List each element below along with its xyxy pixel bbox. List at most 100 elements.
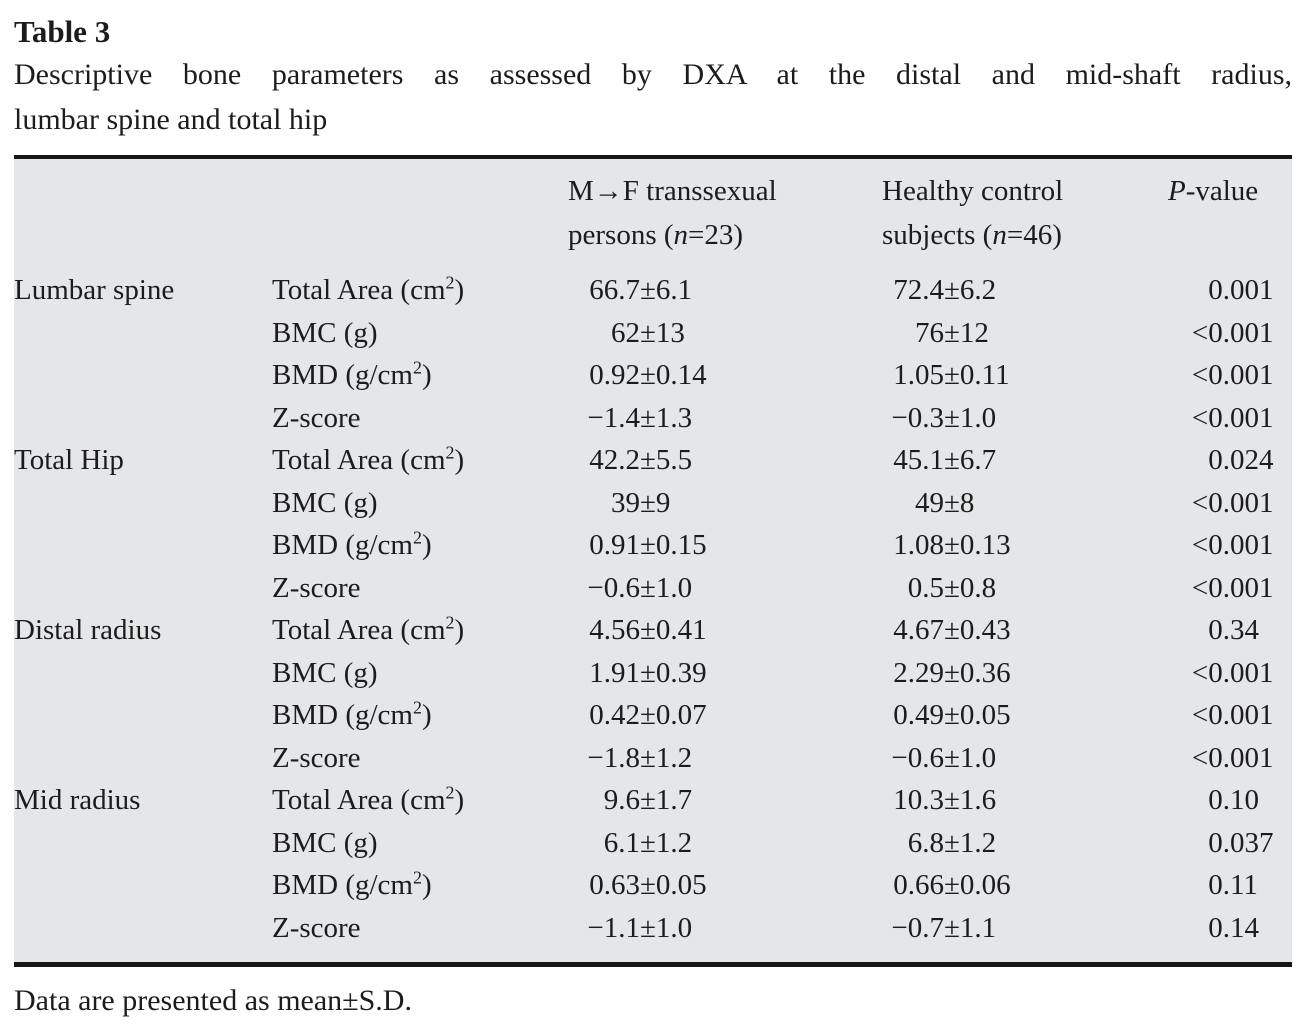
header-site-empty — [14, 159, 272, 269]
site-label — [14, 737, 272, 780]
mtf-value: 4.56 ±0.41 — [589, 614, 707, 646]
table-row: BMC (g) 39 ±9 49 ±8 <0. 001 — [14, 482, 1292, 525]
header-mtf-line2-pre: persons ( — [568, 219, 674, 251]
param-text: BMC (g) — [272, 316, 378, 349]
header-control-n-symbol: n — [992, 219, 1007, 251]
header-control-column: Healthy control subjects (n=46) — [882, 159, 1168, 269]
parameter-label: Total Area (cm2) — [272, 609, 568, 652]
table-row: BMC (g) 1.91 ±0.39 2.29 ±0.36 <0. 001 — [14, 652, 1292, 695]
param-text-post: ) — [454, 614, 465, 646]
header-p-symbol: P — [1168, 175, 1186, 207]
table-caption: Descriptive bone parameters as assessed … — [14, 52, 1292, 142]
table-row: Mid radius Total Area (cm2) 9.6 ±1.7 10.3… — [14, 779, 1292, 822]
p-value: 0. 001 — [1208, 274, 1274, 306]
mtf-value: −0.6 ±1.0 — [587, 571, 693, 604]
header-control-line2: subjects (n=46) — [882, 213, 1168, 257]
table-row: Z-score −1.4 ±1.3 −0.3 ±1.0 <0. 001 — [14, 397, 1292, 440]
param-superscript: 2 — [412, 527, 422, 548]
header-control-line2-post: =46) — [1006, 219, 1062, 251]
parameter-label: Total Area (cm2) — [272, 269, 568, 312]
table-body-background: M→F transsexual persons ( n =23) Healthy c… — [14, 159, 1292, 962]
header-param-empty — [272, 159, 568, 269]
parameter-label: BMC (g) — [272, 652, 568, 695]
table-row: Distal radius Total Area (cm2) 4.56 ±0.41… — [14, 609, 1292, 652]
control-value: 0.49 ±0.05 — [893, 699, 1011, 731]
control-value: 1.05 ±0.11 — [893, 359, 1010, 391]
p-value: 0. 14 — [1208, 911, 1259, 944]
param-superscript: 2 — [445, 442, 455, 463]
data-table: M→F transsexual persons ( n =23) Healthy c… — [14, 159, 1292, 949]
param-text-post: ) — [454, 444, 465, 476]
site-label — [14, 524, 272, 567]
mtf-value: 66.7 ±6.1 — [589, 274, 693, 306]
site-label — [14, 864, 272, 907]
p-value: 0. 10 — [1208, 784, 1259, 816]
p-value: <0. 001 — [1191, 486, 1274, 519]
table-header-row: M→F transsexual persons ( n =23) Healthy c… — [14, 159, 1292, 269]
control-value: 45.1 ±6.7 — [893, 444, 997, 476]
parameter-label: Z-score — [272, 907, 568, 950]
param-superscript: 2 — [412, 357, 422, 378]
site-label — [14, 354, 272, 397]
mtf-value: −1.8 ±1.2 — [587, 741, 693, 774]
site-label — [14, 397, 272, 440]
parameter-label: BMD (g/cm2) — [272, 864, 568, 907]
top-rule — [14, 155, 1292, 159]
control-value: 1.08 ±0.13 — [893, 529, 1011, 561]
param-superscript: 2 — [445, 272, 455, 293]
param-text: BMD (g/cm — [272, 529, 413, 561]
param-text: BMC (g) — [272, 486, 378, 519]
mtf-value: 6.1 ±1.2 — [603, 826, 693, 859]
header-mtf-line2-post: =23) — [688, 219, 744, 251]
control-value: 72.4 ±6.2 — [893, 274, 997, 306]
control-value: −0.3 ±1.0 — [891, 401, 997, 434]
header-mtf-line1: M→F transsexual — [568, 175, 777, 207]
table-row: Total Hip Total Area (cm2) 42.2 ±5.5 45.1… — [14, 439, 1292, 482]
p-value: 0. 34 — [1208, 614, 1259, 646]
param-text: Total Area (cm — [272, 274, 446, 306]
param-text: BMD (g/cm — [272, 359, 413, 391]
parameter-label: BMC (g) — [272, 482, 568, 525]
param-text-post: ) — [421, 359, 432, 391]
p-value: <0. 001 — [1191, 316, 1274, 349]
p-value: <0. 001 — [1191, 699, 1274, 731]
parameter-label: Z-score — [272, 397, 568, 440]
param-text-post: ) — [421, 869, 432, 901]
param-superscript: 2 — [445, 612, 455, 633]
param-superscript: 2 — [445, 782, 455, 803]
header-control-line1: Healthy control — [882, 175, 1064, 207]
mtf-value: 9.6 ±1.7 — [603, 784, 693, 816]
table-header: M→F transsexual persons ( n =23) Healthy c… — [14, 159, 1292, 269]
p-value: 0. 024 — [1208, 444, 1274, 476]
table-row: Z-score −0.6 ±1.0 0.5 ±0.8 <0. 001 — [14, 567, 1292, 610]
site-label: Total Hip — [14, 444, 124, 476]
param-text-post: ) — [421, 529, 432, 561]
p-value: <0. 001 — [1191, 741, 1274, 774]
header-p-rest: -value — [1185, 175, 1259, 207]
mtf-value: −1.1 ±1.0 — [587, 911, 693, 944]
parameter-label: BMD (g/cm2) — [272, 694, 568, 737]
p-value: <0. 001 — [1191, 401, 1274, 434]
control-value: −0.6 ±1.0 — [891, 741, 997, 774]
table-row: BMC (g) 62 ±13 76 ±12 <0. 001 — [14, 312, 1292, 355]
table-body: Lumbar spine Total Area (cm2) 66.7 ±6.1 7… — [14, 269, 1292, 949]
table-row: BMD (g/cm2) 0.92 ±0.14 1.05 ±0.11 <0. 001 — [14, 354, 1292, 397]
site-label — [14, 822, 272, 865]
control-value: 0.66 ±0.06 — [893, 869, 1011, 901]
param-text: BMD (g/cm — [272, 869, 413, 901]
p-value: <0. 001 — [1191, 529, 1274, 561]
control-value: 2.29 ±0.36 — [893, 656, 1011, 689]
mtf-value: 42.2 ±5.5 — [589, 444, 693, 476]
mtf-value: 0.91 ±0.15 — [589, 529, 707, 561]
parameter-label: Z-score — [272, 737, 568, 780]
parameter-label: BMC (g) — [272, 822, 568, 865]
control-value: 0.5 ±0.8 — [907, 571, 997, 604]
table-row: Z-score −1.1 ±1.0 −0.7 ±1.1 0. 14 — [14, 907, 1292, 950]
param-text-post: ) — [454, 784, 465, 816]
bottom-rule — [14, 962, 1292, 967]
param-text: Z-score — [272, 911, 361, 944]
mtf-value: 0.42 ±0.07 — [589, 699, 707, 731]
mtf-value: 1.91 ±0.39 — [589, 656, 707, 689]
param-text: Total Area (cm — [272, 444, 446, 476]
